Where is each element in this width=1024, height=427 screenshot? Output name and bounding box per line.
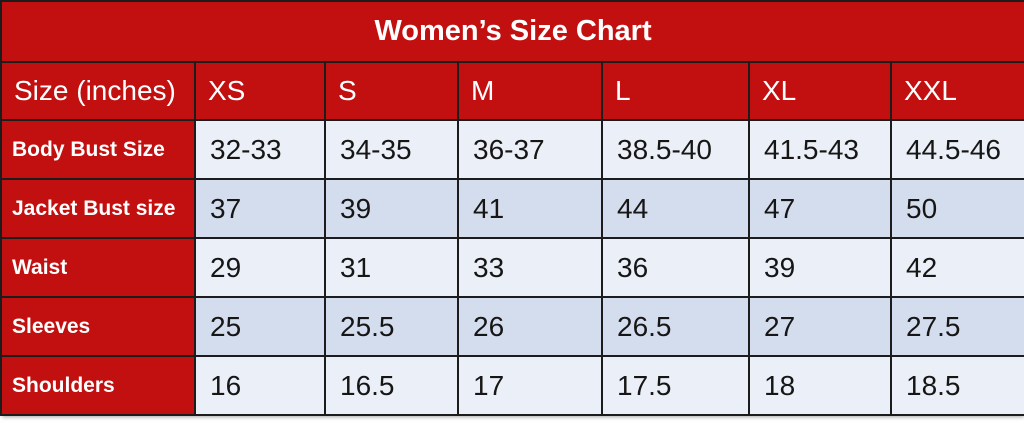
row-label-jacket-bust-size: Jacket Bust size <box>0 178 196 239</box>
size-value-cell: 39 <box>748 237 892 298</box>
size-value-cell: 44 <box>601 178 750 239</box>
row-label-shoulders: Shoulders <box>0 355 196 416</box>
size-value-cell: 29 <box>194 237 326 298</box>
size-value-cell: 37 <box>194 178 326 239</box>
size-value-cell: 26.5 <box>601 296 750 357</box>
size-value-cell: 27 <box>748 296 892 357</box>
column-header-l: L <box>601 61 750 121</box>
size-value-cell: 50 <box>889 178 1024 239</box>
size-value-cell: 42 <box>889 237 1024 298</box>
size-value-cell: 25 <box>194 296 326 357</box>
size-value-cell: 27.5 <box>889 296 1024 357</box>
size-value-cell: 18.5 <box>889 355 1024 416</box>
corner-header-size-inches: Size (inches) <box>0 61 196 121</box>
size-value-cell: 17 <box>457 355 603 416</box>
size-value-cell: 36-37 <box>457 119 603 180</box>
row-label-waist: Waist <box>0 237 196 298</box>
size-value-cell: 16 <box>194 355 326 416</box>
size-value-cell: 38.5-40 <box>601 119 750 180</box>
size-value-cell: 36 <box>601 237 750 298</box>
size-value-cell: 34-35 <box>324 119 459 180</box>
size-value-cell: 16.5 <box>324 355 459 416</box>
size-value-cell: 39 <box>324 178 459 239</box>
header-row: Size (inches) XS S M L XL XXL <box>0 61 1024 121</box>
size-value-cell: 25.5 <box>324 296 459 357</box>
size-value-cell: 17.5 <box>601 355 750 416</box>
size-value-cell: 41 <box>457 178 603 239</box>
table-row-shoulders: Shoulders 16 16.5 17 17.5 18 18.5 <box>0 355 1024 416</box>
table-row-waist: Waist 29 31 33 36 39 42 <box>0 237 1024 298</box>
column-header-xxl: XXL <box>889 61 1024 121</box>
size-value-cell: 44.5-46 <box>889 119 1024 180</box>
size-value-cell: 18 <box>748 355 892 416</box>
table-row-jacket-bust-size: Jacket Bust size 37 39 41 44 47 50 <box>0 178 1024 239</box>
column-header-s: S <box>324 61 459 121</box>
size-chart-table: Women’s Size Chart Size (inches) XS S M … <box>0 0 1024 416</box>
table-row-body-bust-size: Body Bust Size 32-33 34-35 36-37 38.5-40… <box>0 119 1024 180</box>
size-value-cell: 26 <box>457 296 603 357</box>
title-row: Women’s Size Chart <box>0 0 1024 63</box>
chart-title: Women’s Size Chart <box>0 0 1024 63</box>
size-value-cell: 32-33 <box>194 119 326 180</box>
column-header-xl: XL <box>748 61 892 121</box>
table-row-sleeves: Sleeves 25 25.5 26 26.5 27 27.5 <box>0 296 1024 357</box>
size-value-cell: 31 <box>324 237 459 298</box>
size-value-cell: 41.5-43 <box>748 119 892 180</box>
column-header-xs: XS <box>194 61 326 121</box>
row-label-sleeves: Sleeves <box>0 296 196 357</box>
column-header-m: M <box>457 61 603 121</box>
size-value-cell: 47 <box>748 178 892 239</box>
row-label-body-bust-size: Body Bust Size <box>0 119 196 180</box>
size-value-cell: 33 <box>457 237 603 298</box>
